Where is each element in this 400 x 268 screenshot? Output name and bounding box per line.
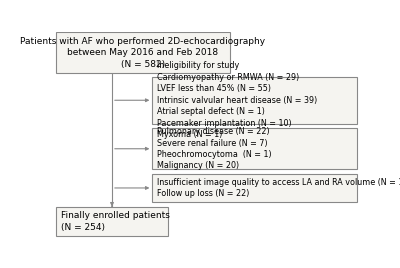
Text: Pulmonary disease (N = 22)
Severe renal failure (N = 7)
Pheochromocytoma  (N = 1: Pulmonary disease (N = 22) Severe renal … bbox=[157, 127, 272, 170]
Bar bbox=[152, 128, 357, 169]
Bar bbox=[152, 173, 357, 202]
Text: Finally enrolled patients
(N = 254): Finally enrolled patients (N = 254) bbox=[61, 211, 170, 232]
Bar bbox=[56, 32, 230, 73]
Text: Patients with AF who performed 2D-echocardiography
between May 2016 and Feb 2018: Patients with AF who performed 2D-echoca… bbox=[20, 37, 266, 69]
Text: Ineligibility for study
Cardiomyopathy or RMWA (N = 29)
LVEF less than 45% (N = : Ineligibility for study Cardiomyopathy o… bbox=[157, 61, 317, 139]
Bar bbox=[152, 77, 357, 124]
Bar bbox=[56, 207, 168, 236]
Text: Insufficient image quality to access LA and RA volume (N = 121)
Follow up loss (: Insufficient image quality to access LA … bbox=[157, 178, 400, 198]
